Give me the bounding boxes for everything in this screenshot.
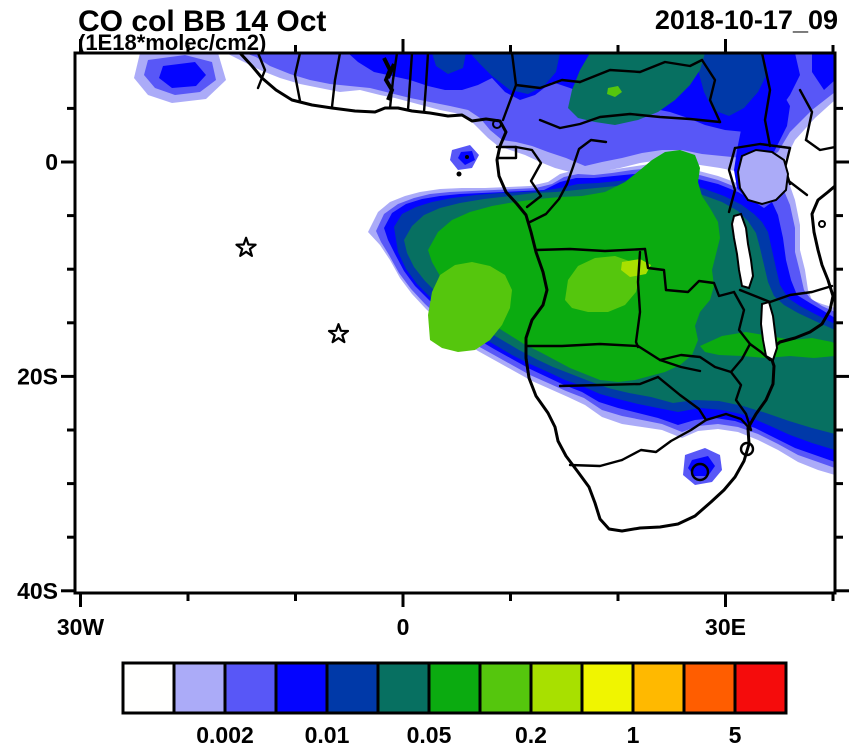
colorbar-cell bbox=[631, 661, 686, 715]
country-border bbox=[330, 53, 342, 109]
country-border bbox=[798, 88, 814, 142]
country-border bbox=[514, 78, 582, 90]
colorbar-cell bbox=[376, 661, 431, 715]
swaziland-border bbox=[739, 441, 755, 457]
plot-title: CO col BB 14 Oct bbox=[78, 5, 326, 38]
colorbar-tick-label: 0.05 bbox=[407, 722, 452, 747]
star-marker-1 bbox=[235, 236, 257, 257]
country-border bbox=[733, 142, 792, 150]
x-axis-tick-label: 0 bbox=[397, 614, 410, 640]
x-axis-tick-label: 30W bbox=[57, 614, 105, 640]
country-border bbox=[634, 250, 642, 349]
colorbar-cell bbox=[529, 661, 584, 715]
axis-labels: 30W 0 30E 0 20S 40S bbox=[17, 149, 746, 640]
country-border bbox=[768, 284, 834, 304]
contour-region-yellow-green-spot bbox=[621, 259, 651, 277]
colorbar: 0.002 0.01 0.05 0.2 1 5 bbox=[121, 661, 788, 748]
country-border bbox=[578, 58, 704, 84]
colorbar-cell bbox=[121, 661, 176, 715]
country-border bbox=[568, 458, 624, 468]
country-border bbox=[656, 375, 708, 422]
contour-region-bright-green-car-spot bbox=[607, 86, 622, 97]
y-axis-tick-label: 0 bbox=[45, 149, 58, 175]
country-border bbox=[620, 418, 708, 462]
sao-tome-island bbox=[456, 171, 462, 177]
lesotho-border bbox=[690, 462, 710, 482]
colorbar-cell bbox=[682, 661, 737, 715]
y-axis-tick-label: 20S bbox=[17, 363, 58, 389]
colorbar-cell bbox=[325, 661, 380, 715]
colorbar-cell bbox=[733, 661, 788, 715]
contour-region-corner-blue bbox=[812, 53, 835, 90]
country-border bbox=[406, 53, 414, 112]
country-border bbox=[664, 279, 736, 298]
lake-malawi bbox=[759, 300, 779, 362]
country-border bbox=[495, 145, 518, 160]
contour-region-guinea-blue bbox=[159, 62, 206, 88]
contour-region-teal-car bbox=[568, 53, 705, 125]
country-border bbox=[804, 138, 835, 152]
contour-region-navy-east bbox=[698, 53, 768, 116]
islands bbox=[456, 119, 826, 228]
colorbar-cell bbox=[478, 661, 533, 715]
star-marker-2 bbox=[327, 323, 350, 344]
country-border bbox=[528, 138, 608, 224]
colorbar-tick-label: 0.01 bbox=[305, 722, 350, 747]
country-border bbox=[658, 353, 733, 374]
country-border bbox=[534, 247, 647, 253]
colorbar-cell bbox=[427, 661, 482, 715]
country-border bbox=[256, 53, 267, 90]
principe-island bbox=[465, 155, 469, 159]
bioko-island bbox=[492, 119, 502, 129]
colorbar-cell bbox=[580, 661, 635, 715]
contour-region-navy-benin bbox=[432, 53, 466, 74]
country-border bbox=[422, 53, 430, 114]
country-border bbox=[704, 412, 753, 432]
lake-volta bbox=[382, 57, 396, 101]
country-border bbox=[729, 290, 752, 374]
country-border bbox=[538, 112, 722, 130]
country-border bbox=[636, 344, 702, 373]
country-border bbox=[525, 342, 640, 348]
lake-tanganyika bbox=[730, 212, 755, 290]
country-border bbox=[700, 58, 722, 124]
plot-units-subtitle: (1E18*molec/cm2) bbox=[78, 30, 266, 55]
colorbar-cell bbox=[172, 661, 227, 715]
colorbar-tick-label: 5 bbox=[729, 722, 742, 747]
plot-datetime: 2018-10-17_09 bbox=[655, 5, 838, 35]
y-axis-tick-label: 40S bbox=[17, 578, 58, 604]
contour-field-layers bbox=[134, 53, 835, 485]
axis-ticks bbox=[61, 39, 849, 607]
country-border bbox=[558, 375, 660, 388]
country-border bbox=[760, 53, 772, 148]
colorbar-frame bbox=[121, 661, 788, 715]
station-markers bbox=[235, 236, 350, 344]
contour-region-bright-green-angola bbox=[428, 262, 512, 352]
country-border bbox=[293, 53, 302, 103]
country-border bbox=[729, 370, 753, 432]
zanzibar-island bbox=[818, 220, 826, 228]
colorbar-cell bbox=[223, 661, 278, 715]
country-border bbox=[514, 145, 543, 209]
lakes bbox=[382, 57, 790, 482]
coastline-path bbox=[238, 53, 835, 533]
colorbar-tick-label: 0.002 bbox=[196, 722, 254, 747]
country-border bbox=[388, 53, 399, 110]
colorbar-cell bbox=[274, 661, 329, 715]
x-axis-tick-label: 30E bbox=[705, 614, 746, 640]
lake-victoria bbox=[736, 148, 790, 206]
country-border bbox=[738, 288, 772, 304]
colorbar-tick-label: 0.2 bbox=[515, 722, 547, 747]
colorbar-tick-label: 1 bbox=[627, 722, 640, 747]
coastlines bbox=[238, 53, 835, 533]
country-border bbox=[727, 146, 737, 214]
country-border bbox=[643, 247, 668, 292]
